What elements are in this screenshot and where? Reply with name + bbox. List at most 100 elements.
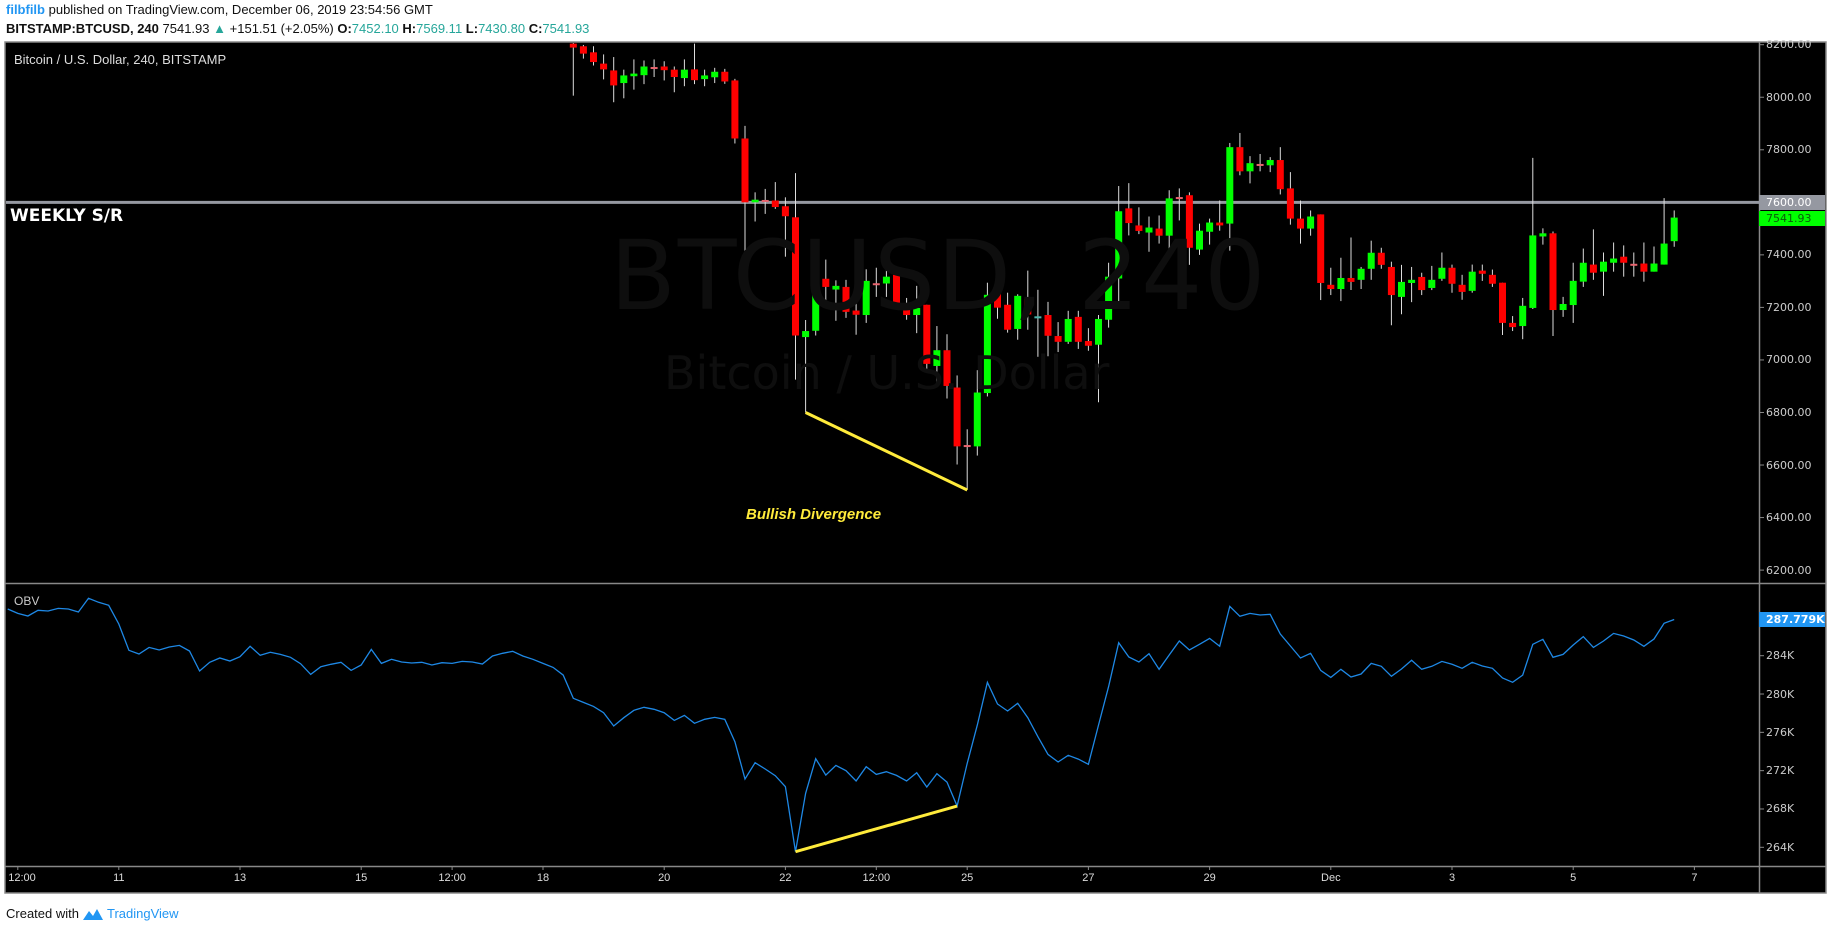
candle [872, 267, 880, 297]
candle [862, 269, 870, 323]
time-axis-label: 15 [355, 872, 368, 884]
obv-divergence-line[interactable] [795, 804, 958, 854]
candle [1095, 315, 1102, 403]
candle-body [650, 67, 658, 70]
candle-body [701, 75, 709, 80]
candle-body [1387, 266, 1395, 296]
obv-axis-label: 284K [1766, 649, 1795, 663]
tradingview-link[interactable]: TradingView [106, 906, 179, 921]
price-axis-label: 8000.00 [1766, 90, 1812, 104]
candle-body [1610, 258, 1618, 263]
publish-text: published on TradingView.com, December 0… [45, 2, 433, 17]
candle [579, 44, 587, 59]
symbol-name: BITSTAMP:BTCUSD, 240 [6, 21, 159, 36]
candle-body [640, 66, 648, 76]
open-label: O: [337, 21, 352, 36]
candle-body [1256, 163, 1264, 166]
candles [6, 43, 1759, 492]
candle-body [620, 75, 628, 84]
candle-body [1024, 298, 1032, 315]
candle [792, 173, 799, 380]
candle-body [1357, 268, 1365, 280]
candle-body [1448, 267, 1456, 284]
candle-body [1084, 341, 1092, 346]
last-price: 7541.93 [162, 21, 210, 36]
candle-body [1418, 276, 1426, 291]
candle [882, 270, 890, 297]
candle-body [1175, 197, 1183, 200]
price-axis-label: 6400.00 [1766, 511, 1812, 525]
time-axis-label: 12:00 [438, 872, 466, 884]
candle [1499, 282, 1506, 335]
candle [1196, 223, 1203, 255]
candle-body [822, 278, 830, 287]
candle [1044, 301, 1052, 357]
candle-body [832, 285, 840, 290]
time-axis-label: 5 [1570, 872, 1577, 884]
candle-body [1569, 280, 1577, 306]
candle [1024, 270, 1032, 330]
candle-body [973, 392, 981, 447]
candle-body [721, 71, 729, 82]
author-link[interactable]: filbfilb [6, 2, 45, 17]
candle-body [872, 283, 880, 286]
time-axis-label: 18 [536, 872, 550, 884]
candle-body [660, 66, 668, 71]
candle [963, 429, 971, 490]
obv-indicator-label[interactable]: OBV [14, 594, 40, 608]
candle [1367, 240, 1375, 280]
price-axis-label: 7200.00 [1766, 300, 1812, 314]
candle-body [1579, 262, 1587, 282]
candle-body [1660, 243, 1668, 265]
candle [1014, 294, 1022, 340]
candle-body [1327, 284, 1335, 290]
candle-body [1004, 304, 1012, 330]
candle-body [1630, 263, 1638, 266]
time-axis-label: 20 [658, 872, 671, 884]
candle-body [933, 350, 941, 366]
candle-body [761, 199, 769, 202]
obv-line [7, 597, 1675, 852]
candle [1216, 200, 1224, 231]
weekly-sr-label: WEEKLY S/R [10, 206, 124, 226]
candle [1488, 269, 1496, 287]
candle-body [1297, 218, 1304, 229]
price-divergence-line[interactable] [804, 411, 968, 492]
candle [1307, 210, 1315, 236]
candle-body [1236, 147, 1244, 172]
candle [1458, 274, 1466, 300]
candle-body [1519, 305, 1527, 327]
candle [680, 59, 688, 87]
candle [721, 68, 729, 84]
time-axis-label: 7 [1691, 872, 1698, 884]
candle-body [1509, 322, 1517, 328]
candle-body [882, 276, 890, 284]
candle-body [1216, 222, 1224, 226]
candle-body [741, 138, 749, 203]
candle-body [579, 46, 587, 54]
candle-body [1589, 264, 1597, 273]
candle [1175, 188, 1183, 221]
obv-axis-label: 276K [1766, 725, 1795, 739]
candle [1357, 266, 1365, 290]
time-axis-label: 29 [1203, 872, 1216, 884]
obv-pane [7, 597, 1675, 854]
candle [1256, 153, 1264, 172]
candle [1448, 264, 1456, 293]
tradingview-logo-icon [82, 909, 103, 920]
candle [1569, 262, 1577, 323]
candle [1246, 156, 1254, 184]
candle-body [963, 445, 971, 448]
candle-body [1246, 163, 1254, 172]
candle [771, 182, 779, 209]
candle-body [680, 69, 688, 79]
candle-body [751, 199, 759, 203]
price-axis-label: 6600.00 [1766, 458, 1812, 472]
candle-body [1428, 279, 1436, 288]
bullish-divergence-label: Bullish Divergence [746, 506, 882, 523]
candle-body [943, 350, 951, 386]
candle-body [1398, 281, 1405, 297]
candle [923, 304, 931, 371]
candle [569, 43, 577, 96]
